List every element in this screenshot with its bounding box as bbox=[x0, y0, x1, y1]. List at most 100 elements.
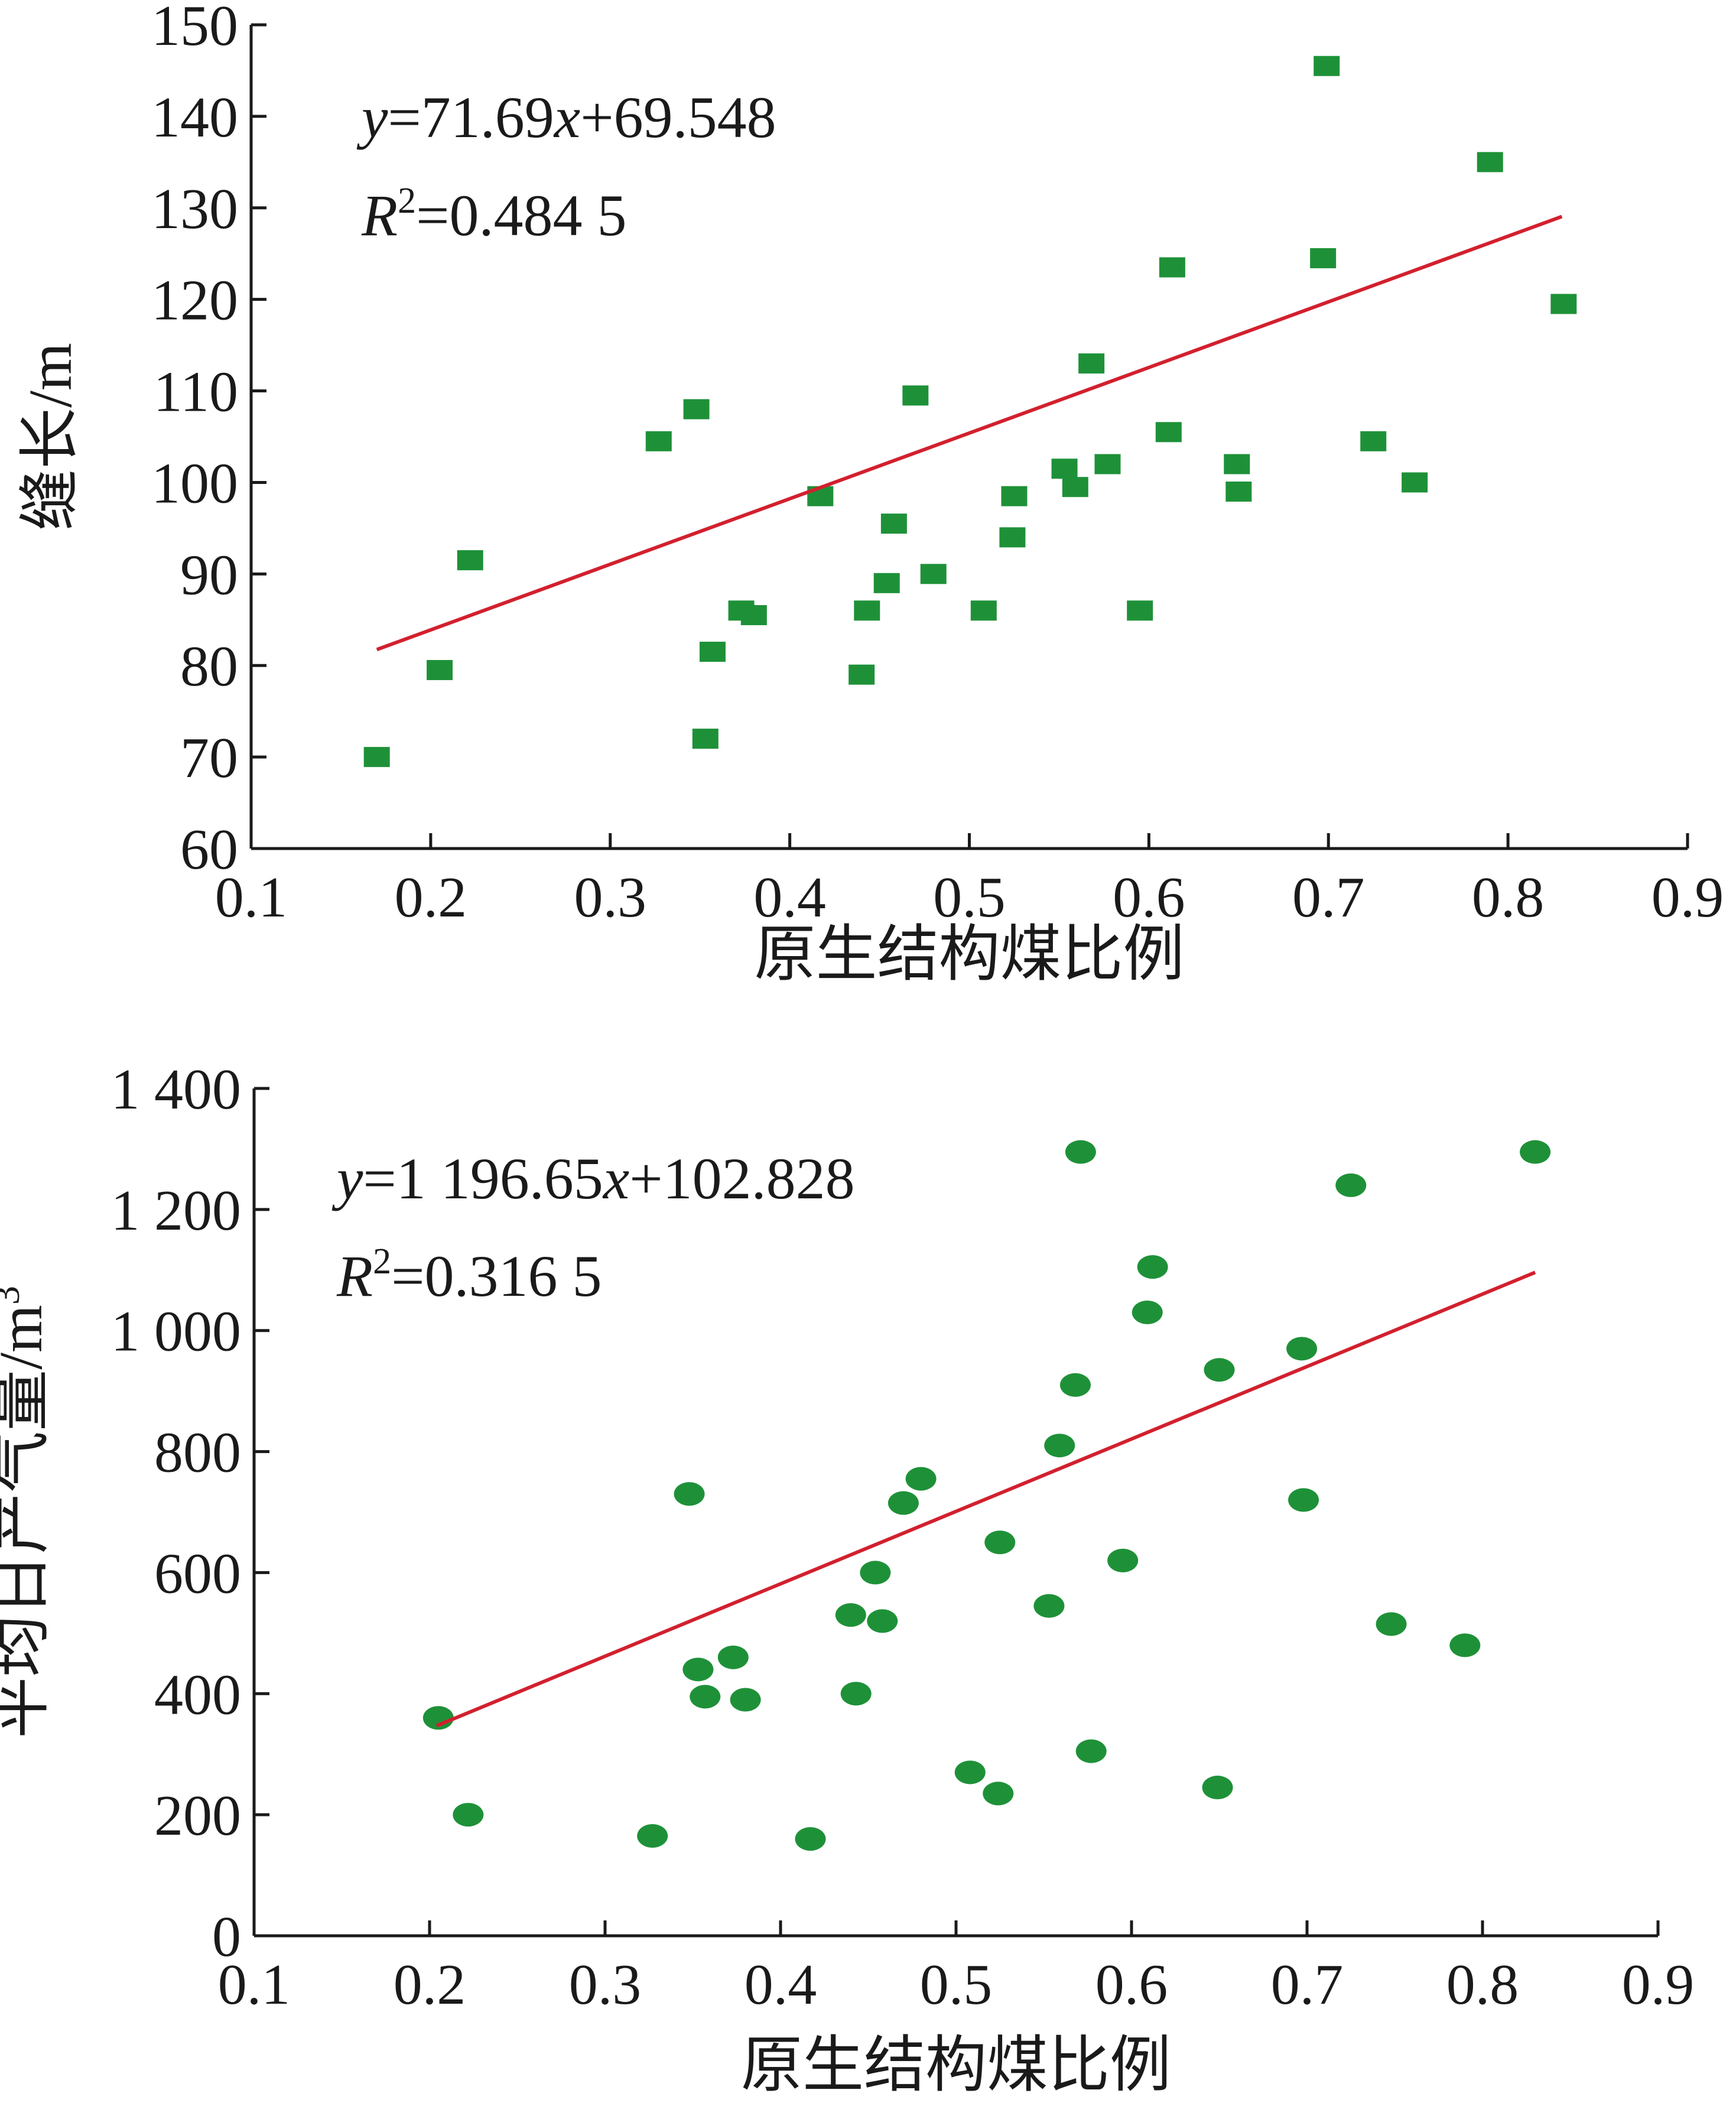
x-tick-label: 0.2 bbox=[394, 1953, 466, 2017]
data-point bbox=[1202, 1776, 1233, 1800]
r-squared-sup: 2 bbox=[398, 181, 416, 221]
data-point bbox=[880, 513, 907, 534]
data-point bbox=[1225, 481, 1252, 502]
data-point bbox=[795, 1827, 826, 1851]
x-tick-label: 0.7 bbox=[1271, 1953, 1344, 2017]
data-point bbox=[683, 399, 710, 420]
data-point bbox=[999, 527, 1026, 548]
data-point bbox=[1051, 459, 1078, 479]
data-point bbox=[1075, 1739, 1107, 1763]
equation-intercept: +69.548 bbox=[580, 84, 776, 150]
x-tick-label: 0.7 bbox=[1292, 866, 1365, 929]
equation-x-var: x bbox=[602, 1146, 629, 1211]
data-point bbox=[457, 550, 483, 571]
y-tick-label: 60 bbox=[180, 818, 238, 882]
data-point bbox=[1107, 1548, 1139, 1572]
equation-intercept: +102.828 bbox=[629, 1146, 854, 1211]
y-tick-label: 0 bbox=[212, 1905, 241, 1969]
data-point bbox=[854, 600, 880, 621]
data-point bbox=[970, 600, 997, 621]
data-point bbox=[427, 659, 453, 680]
trend-line bbox=[435, 1270, 1536, 1728]
data-point bbox=[1062, 477, 1088, 498]
equation-slope: =71.69 bbox=[388, 84, 554, 150]
data-point bbox=[1550, 294, 1577, 314]
y-tick-label: 130 bbox=[151, 177, 238, 241]
y-tick-label: 120 bbox=[151, 269, 238, 333]
data-point bbox=[1477, 152, 1503, 173]
x-tick-label: 0.9 bbox=[1652, 866, 1724, 929]
data-point bbox=[867, 1609, 898, 1633]
equation-y-var: y bbox=[356, 84, 388, 150]
r-squared: R2=0.316 5 bbox=[336, 1241, 602, 1309]
y-tick-label: 200 bbox=[154, 1784, 241, 1848]
data-point bbox=[1402, 472, 1428, 493]
data-point bbox=[905, 1467, 937, 1491]
data-point bbox=[1033, 1594, 1065, 1618]
equation-x-var: x bbox=[553, 84, 580, 150]
data-point bbox=[363, 747, 390, 768]
data-point bbox=[1094, 454, 1121, 474]
y-tick-label: 150 bbox=[151, 0, 238, 58]
equation-slope: =1 196.65 bbox=[363, 1146, 603, 1211]
data-point bbox=[1044, 1434, 1075, 1458]
x-tick-label: 0.8 bbox=[1446, 1953, 1519, 2017]
data-point bbox=[1314, 56, 1340, 76]
data-point bbox=[984, 1530, 1016, 1555]
x-tick-label: 0.3 bbox=[569, 1953, 642, 2017]
x-tick-label: 0.4 bbox=[753, 866, 826, 929]
y-tick-label: 140 bbox=[151, 86, 238, 149]
x-tick-label: 0.6 bbox=[1113, 866, 1185, 929]
equation-y-var: y bbox=[331, 1146, 363, 1211]
data-point bbox=[902, 385, 929, 406]
data-point bbox=[1132, 1300, 1163, 1324]
data-point bbox=[840, 1682, 872, 1706]
data-point bbox=[1078, 353, 1105, 374]
data-point bbox=[835, 1603, 866, 1627]
y-axis-title-sup: 3 bbox=[0, 1286, 27, 1305]
data-point bbox=[674, 1482, 705, 1506]
x-tick-label: 0.6 bbox=[1095, 1953, 1168, 2017]
data-point bbox=[1224, 454, 1250, 474]
y-tick-label: 70 bbox=[180, 726, 238, 790]
data-point bbox=[699, 641, 726, 662]
x-tick-label: 0.4 bbox=[745, 1953, 817, 2017]
data-point bbox=[692, 729, 719, 749]
r-squared-var: R bbox=[336, 1243, 373, 1309]
data-point bbox=[920, 564, 947, 584]
data-point bbox=[1155, 422, 1182, 443]
r-squared-value: =0.484 5 bbox=[416, 183, 626, 248]
data-point bbox=[1360, 431, 1387, 451]
data-point bbox=[1288, 1488, 1319, 1512]
y-tick-label: 100 bbox=[151, 451, 238, 515]
data-point bbox=[1159, 257, 1185, 278]
data-point bbox=[954, 1760, 986, 1785]
x-tick-label: 0.1 bbox=[218, 1953, 291, 2017]
y-axis-title: 平均日产气量/m3 bbox=[0, 1286, 55, 1738]
y-axis-title-text: 缝长/m bbox=[17, 343, 84, 531]
data-point bbox=[453, 1803, 484, 1827]
y-axis-title-text: 平均日产气量/m bbox=[0, 1305, 55, 1738]
data-point bbox=[1335, 1173, 1367, 1197]
chart-1: 0.1 0.2 0.3 0.4 0.5 0.6 0.7 0.8 0.9 60 70 80 90 100 11… bbox=[17, 0, 1724, 989]
data-point bbox=[740, 605, 767, 626]
y-tick-label: 800 bbox=[154, 1421, 241, 1485]
data-point bbox=[1137, 1255, 1168, 1279]
x-axis-title: 原生结构煤比例 bbox=[741, 2032, 1171, 2099]
data-point bbox=[873, 573, 900, 593]
data-point bbox=[637, 1824, 668, 1848]
y-tick-label: 90 bbox=[180, 543, 238, 607]
y-tick-label: 110 bbox=[154, 360, 238, 424]
regression-equation: y=1 196.65x+102.828 bbox=[331, 1146, 855, 1211]
data-point bbox=[1127, 600, 1153, 621]
r-squared-sup: 2 bbox=[373, 1241, 391, 1282]
x-axis-title: 原生结构煤比例 bbox=[754, 921, 1184, 989]
r-squared-var: R bbox=[361, 183, 398, 248]
data-point bbox=[1449, 1633, 1481, 1657]
data-point bbox=[1065, 1140, 1096, 1164]
x-tick-label: 0.8 bbox=[1472, 866, 1545, 929]
data-point bbox=[1310, 248, 1337, 268]
data-point bbox=[1204, 1358, 1235, 1382]
y-tick-label: 1 200 bbox=[111, 1179, 242, 1243]
